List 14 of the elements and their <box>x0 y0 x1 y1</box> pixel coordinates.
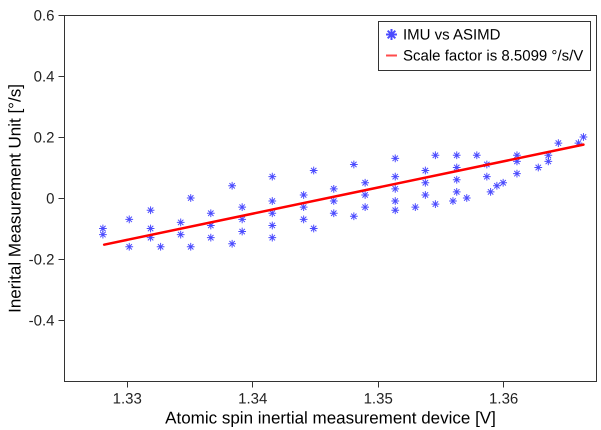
y-tick-label: 0.2 <box>34 130 54 146</box>
y-tick-label: 0.6 <box>34 8 54 24</box>
x-tick-label: 1.36 <box>489 390 518 408</box>
y-tick-label: 0 <box>46 190 54 208</box>
x-tick-label: 1.34 <box>238 390 268 408</box>
y-tick-label: -0.2 <box>28 252 54 268</box>
x-tick-label: 1.33 <box>112 390 142 408</box>
x-axis-title: Atomic spin inertial measurement device [V] <box>165 408 496 428</box>
y-tick-label: 0.4 <box>34 68 54 86</box>
x-tick-label: 1.35 <box>364 390 393 408</box>
legend-label: IMU vs ASIMD <box>403 26 501 44</box>
y-tick-label: -0.4 <box>28 312 54 330</box>
legend-label: Scale factor is 8.5099 °/s/V <box>403 48 584 64</box>
y-axis-title: Inerital Measurement Unit [°/s] <box>6 84 25 313</box>
